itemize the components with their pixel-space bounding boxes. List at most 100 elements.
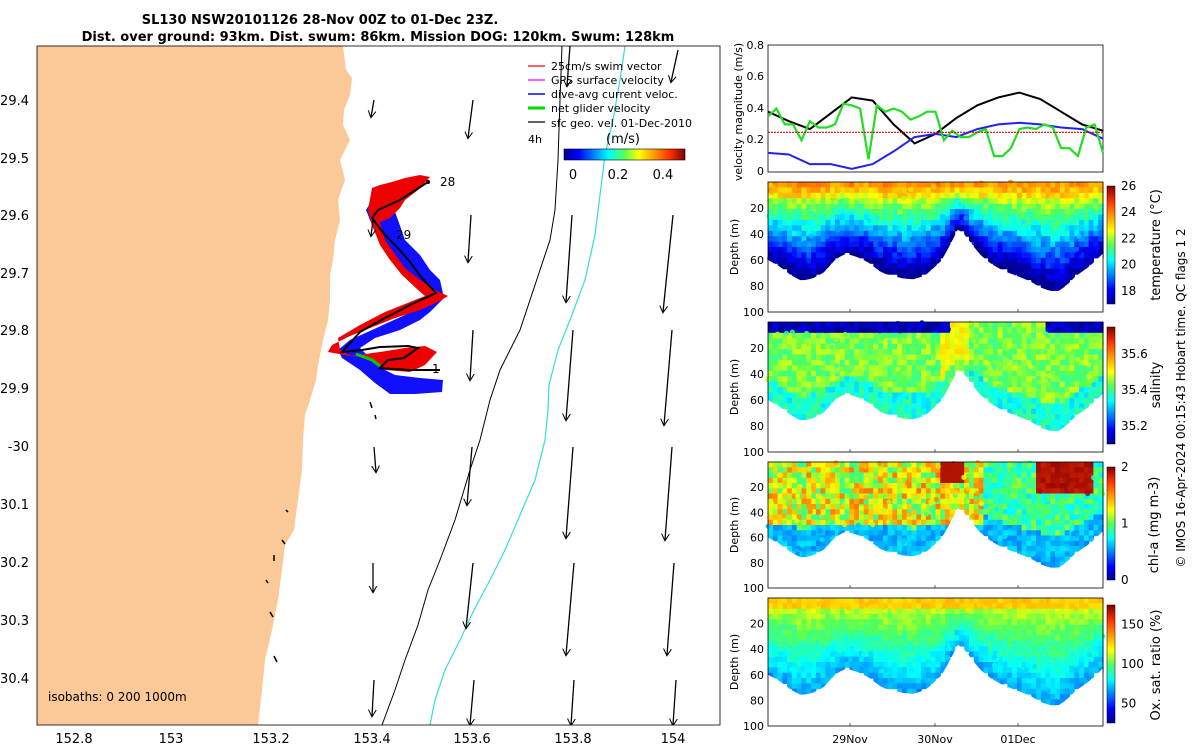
section-cell [791, 646, 798, 652]
section-cell [988, 646, 994, 652]
section-cell [988, 392, 994, 399]
section-cell [1050, 699, 1056, 706]
section-cell [897, 672, 903, 679]
section-cell [1036, 472, 1042, 479]
section-cell [1088, 187, 1094, 194]
section-cell [873, 376, 879, 383]
section-cell [858, 209, 865, 216]
section-cell [969, 332, 975, 339]
section-cell [782, 672, 788, 679]
section-cell [992, 498, 999, 505]
section-cell [854, 182, 860, 188]
section-cell [801, 678, 807, 684]
section-cell [1055, 488, 1061, 495]
section-cell [1055, 376, 1061, 383]
section-cell [806, 519, 812, 526]
section-cell [882, 365, 889, 372]
section-cell [878, 678, 884, 684]
section-cell [1079, 477, 1085, 484]
section-cell [983, 241, 989, 248]
section-cell [1079, 683, 1085, 690]
section-cell [906, 514, 913, 521]
section-cell [849, 338, 855, 345]
section-cell [1040, 699, 1047, 706]
section-cell [935, 467, 941, 474]
section-cell [1026, 203, 1032, 210]
section-cell [1007, 493, 1013, 500]
section-cell [988, 203, 994, 210]
section-cell [902, 656, 908, 663]
section-sample [842, 331, 848, 338]
section-cell [1059, 252, 1066, 259]
section-cell [1064, 624, 1071, 631]
section-cell [1088, 370, 1094, 377]
section-cell [930, 392, 937, 399]
section-cell [983, 343, 989, 350]
section-cell [887, 198, 893, 205]
section-cell [1007, 397, 1013, 404]
section-cell [878, 624, 884, 631]
section-cell [1040, 279, 1047, 286]
section-cell [858, 488, 865, 495]
section-cell [1021, 678, 1027, 684]
section-cell [997, 656, 1004, 663]
section-cell [897, 263, 903, 270]
section-cell [1098, 619, 1104, 626]
section-cell [1050, 498, 1056, 505]
section-sample [1070, 531, 1076, 537]
section-cell [973, 327, 980, 334]
section-cell [1016, 182, 1023, 188]
section-cell [997, 209, 1004, 216]
section-cell [782, 214, 788, 221]
section-cell [1026, 635, 1032, 642]
section-cell [868, 187, 874, 194]
section-cell [925, 603, 932, 610]
section-sample [1081, 398, 1087, 404]
section-cell [992, 198, 999, 205]
section-cell [863, 630, 870, 636]
section-cell [1055, 535, 1061, 542]
section-cell [791, 603, 798, 610]
section-cell [830, 656, 836, 663]
section-cell [892, 498, 898, 505]
section-cell [1093, 603, 1099, 610]
section-cell [1059, 514, 1066, 521]
section-cell [854, 519, 860, 526]
section-cell [1050, 504, 1056, 510]
section-cell [1050, 343, 1056, 350]
section-cell [772, 651, 779, 658]
section-cell [796, 241, 803, 248]
section-cell [911, 667, 917, 674]
section-cell [1012, 182, 1018, 188]
section-cell [1098, 370, 1104, 377]
section-cell [1007, 672, 1013, 679]
section-cell [1002, 598, 1008, 604]
section-cell [902, 332, 908, 339]
section-cell [791, 635, 798, 642]
section-cell [997, 365, 1004, 372]
section-cell [1012, 322, 1018, 328]
section-cell [825, 488, 831, 495]
section-cell [1055, 477, 1061, 484]
section-cell [911, 370, 917, 377]
section-cell [868, 192, 874, 199]
section-cell [1079, 236, 1085, 243]
section-cell [1074, 525, 1080, 531]
section-cell [1026, 209, 1032, 216]
section-cell [997, 214, 1004, 221]
section-cell [1045, 504, 1051, 510]
section-cell [892, 408, 898, 415]
section-cell [925, 467, 932, 474]
section-cell [768, 349, 774, 356]
section-cell [906, 488, 913, 495]
section-cell [1064, 376, 1071, 383]
section-cell [1050, 656, 1056, 663]
section-cell [1059, 387, 1066, 393]
section-cell [849, 640, 855, 647]
section-cell [1059, 608, 1066, 615]
section-cell [1055, 219, 1061, 226]
section-cell [796, 397, 803, 404]
section-sample [944, 211, 950, 217]
section-cell [1040, 408, 1047, 415]
section-cell [768, 257, 774, 264]
